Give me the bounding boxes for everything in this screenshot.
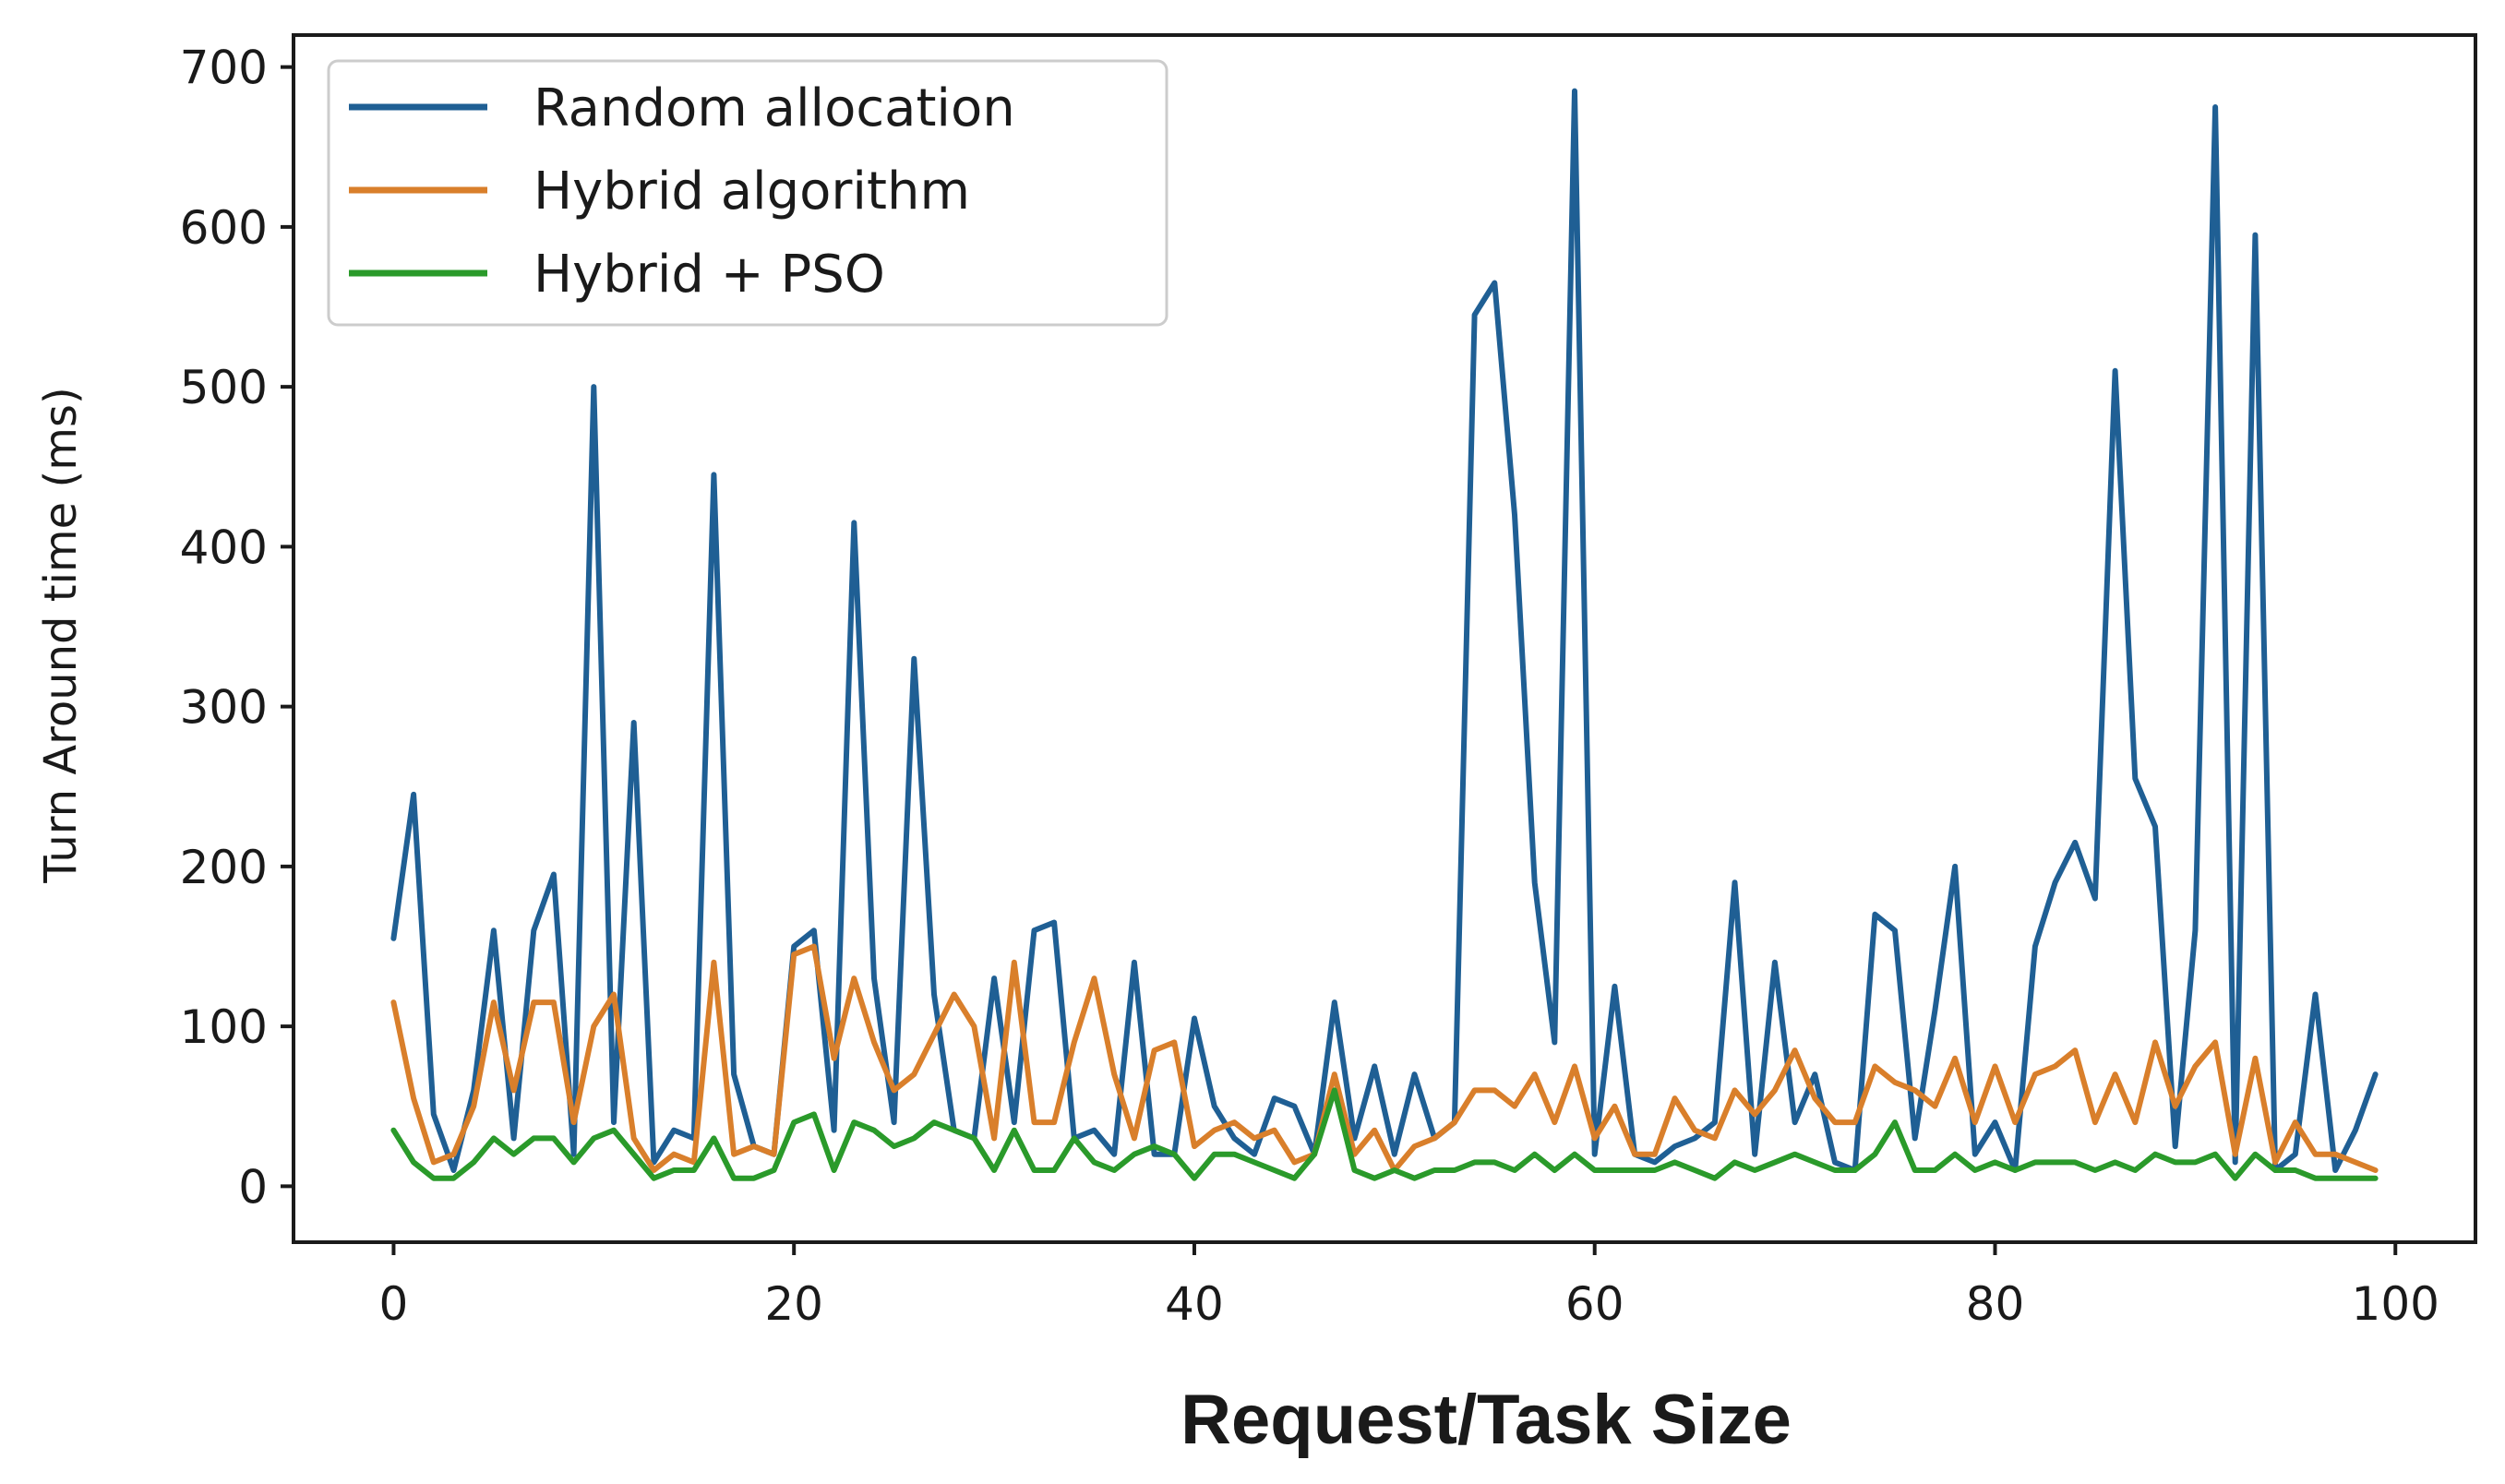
legend-label-random-allocation: Random allocation <box>533 78 1015 138</box>
y-axis-title: Turn Around time (ms) <box>35 387 87 883</box>
axis-ticks: 0 20 40 60 80 100 0 100 200 300 400 500 600 700 <box>180 42 2439 1331</box>
series-line-hybrid-algorithm <box>390 943 2379 1173</box>
y-tick-label: 400 <box>180 521 268 574</box>
x-tick-label: 100 <box>2352 1277 2439 1331</box>
x-tick-label: 80 <box>1966 1277 2025 1331</box>
series-line-random-allocation <box>390 88 2379 1173</box>
x-tick-label: 40 <box>1165 1277 1224 1331</box>
y-tick-label: 100 <box>180 1000 268 1054</box>
y-tick-label: 0 <box>238 1160 268 1214</box>
x-axis-title: Request/Task Size <box>1181 1381 1792 1459</box>
y-tick-label: 700 <box>180 42 268 95</box>
y-tick-label: 600 <box>180 201 268 255</box>
y-tick-label: 500 <box>180 361 268 414</box>
y-tick-label: 300 <box>180 681 268 735</box>
series-line-hybrid-pso <box>390 1087 2379 1181</box>
x-tick-label: 0 <box>379 1277 409 1331</box>
legend: Random allocation Hybrid algorithm Hybri… <box>327 59 1169 327</box>
legend-label-hybrid-pso: Hybrid + PSO <box>533 245 885 305</box>
y-tick-label: 200 <box>180 841 268 894</box>
legend-box <box>327 59 1169 327</box>
x-tick-label: 20 <box>764 1277 823 1331</box>
plot-area-frame <box>292 33 2477 1244</box>
x-tick-label: 60 <box>1565 1277 1624 1331</box>
series-layer <box>390 88 2379 1181</box>
legend-label-hybrid-algorithm: Hybrid algorithm <box>533 162 970 221</box>
